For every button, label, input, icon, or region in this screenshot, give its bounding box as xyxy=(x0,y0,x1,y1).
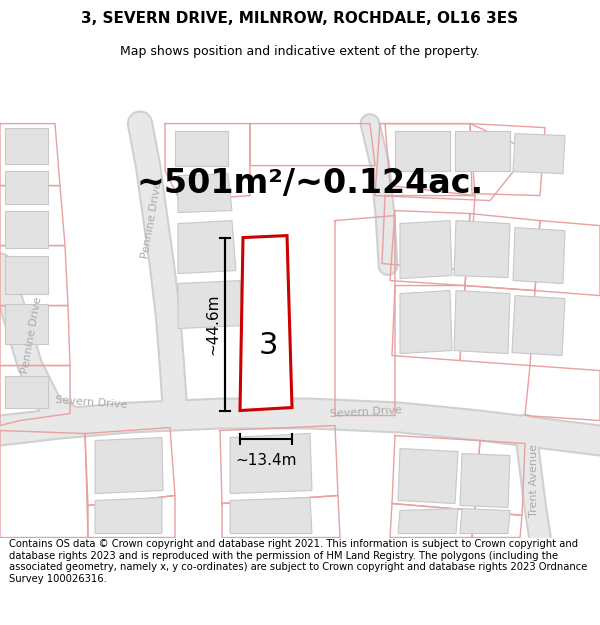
Text: Map shows position and indicative extent of the property.: Map shows position and indicative extent… xyxy=(120,45,480,58)
Text: Severn Drive: Severn Drive xyxy=(55,396,128,411)
Polygon shape xyxy=(5,171,48,204)
Polygon shape xyxy=(5,211,48,248)
Text: ~501m²/~0.124ac.: ~501m²/~0.124ac. xyxy=(136,167,484,200)
Polygon shape xyxy=(513,228,565,284)
Polygon shape xyxy=(400,221,452,279)
Polygon shape xyxy=(454,291,510,354)
Polygon shape xyxy=(240,236,292,411)
Polygon shape xyxy=(454,221,510,278)
Polygon shape xyxy=(178,221,236,274)
Polygon shape xyxy=(395,131,450,171)
Text: Contains OS data © Crown copyright and database right 2021. This information is : Contains OS data © Crown copyright and d… xyxy=(9,539,587,584)
Polygon shape xyxy=(460,509,510,534)
Polygon shape xyxy=(175,131,228,166)
Polygon shape xyxy=(5,304,48,344)
Text: 3, SEVERN DRIVE, MILNROW, ROCHDALE, OL16 3ES: 3, SEVERN DRIVE, MILNROW, ROCHDALE, OL16… xyxy=(82,11,518,26)
Polygon shape xyxy=(460,454,510,508)
Polygon shape xyxy=(5,256,48,294)
Polygon shape xyxy=(5,127,48,164)
Polygon shape xyxy=(400,291,452,354)
Polygon shape xyxy=(95,438,163,494)
Polygon shape xyxy=(178,174,232,213)
Text: 3: 3 xyxy=(258,331,278,360)
Text: Pennine Drive: Pennine Drive xyxy=(140,181,164,260)
Polygon shape xyxy=(455,131,510,171)
Polygon shape xyxy=(512,296,565,356)
Polygon shape xyxy=(178,281,243,329)
Polygon shape xyxy=(95,498,162,534)
Text: Pennine Drive: Pennine Drive xyxy=(20,296,44,375)
Polygon shape xyxy=(230,434,312,494)
Polygon shape xyxy=(513,134,565,174)
Polygon shape xyxy=(398,449,458,504)
Polygon shape xyxy=(230,498,312,534)
Polygon shape xyxy=(5,376,48,408)
Text: Trent Avenue: Trent Avenue xyxy=(529,444,539,517)
Polygon shape xyxy=(398,509,458,534)
Text: ~44.6m: ~44.6m xyxy=(205,293,221,355)
Text: Severn Drive: Severn Drive xyxy=(330,405,403,419)
Text: ~13.4m: ~13.4m xyxy=(235,452,297,468)
